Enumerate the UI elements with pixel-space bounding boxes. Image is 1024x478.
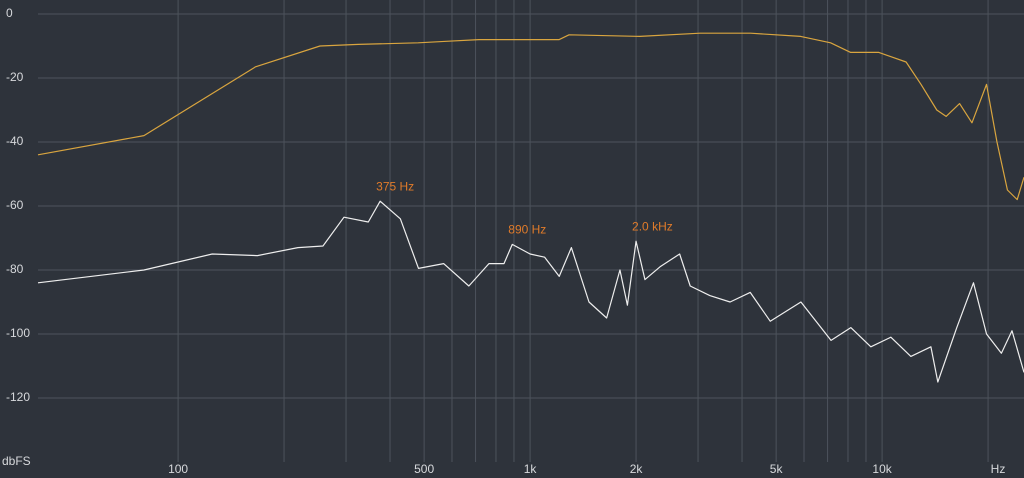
x-tick-label: 100: [168, 462, 188, 476]
x-tick-label: 10k: [872, 462, 892, 476]
y-axis-label: dbFS: [2, 454, 31, 468]
peak-annotation: 890 Hz: [508, 223, 546, 237]
x-tick-label: 500: [414, 462, 434, 476]
y-tick-label: -20: [6, 70, 24, 84]
y-tick-label: -80: [6, 262, 24, 276]
spectrum-line: [37, 32, 1024, 201]
x-tick-label: 1k: [524, 462, 538, 476]
y-tick-label: -100: [6, 326, 30, 340]
y-tick-label: 0: [6, 6, 13, 20]
x-tick-label: 5k: [770, 462, 784, 476]
y-tick-label: -60: [6, 198, 24, 212]
spectrum-line: [37, 200, 1024, 383]
peak-annotation: 2.0 kHz: [632, 219, 673, 233]
peak-annotation: 375 Hz: [376, 179, 414, 193]
x-axis-label: Hz: [991, 462, 1006, 476]
y-tick-label: -120: [6, 390, 30, 404]
y-tick-label: -40: [6, 134, 24, 148]
x-tick-label: 2k: [630, 462, 644, 476]
